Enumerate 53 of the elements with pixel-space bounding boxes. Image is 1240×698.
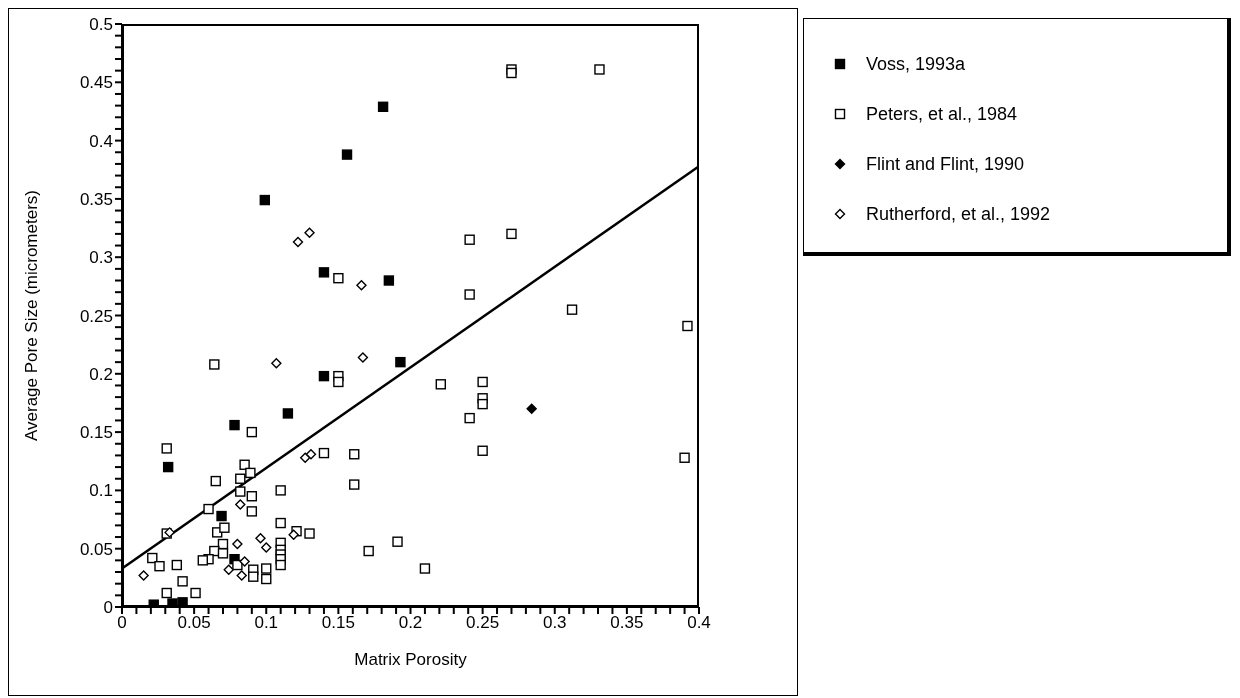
point <box>292 236 304 248</box>
y-tick-label: 0.4 <box>89 131 113 151</box>
x-tick-label: 0.25 <box>466 613 500 633</box>
point <box>229 419 240 431</box>
point <box>271 358 282 369</box>
y-tick-label: 0.05 <box>79 539 113 559</box>
y-tick-label: 0.25 <box>79 306 113 326</box>
x-tick-label: 0.15 <box>321 613 355 633</box>
point <box>305 449 317 460</box>
point <box>162 461 174 473</box>
point <box>300 452 311 463</box>
y-tick-label: 0.2 <box>89 364 113 384</box>
point <box>357 352 369 363</box>
x-tick-label: 0.05 <box>177 613 211 633</box>
y-tick-label: 0 <box>103 598 113 618</box>
point <box>383 275 395 286</box>
point <box>526 403 537 414</box>
point <box>304 227 315 238</box>
point <box>282 408 294 419</box>
point <box>255 533 266 544</box>
point <box>259 194 271 206</box>
x-tick-label: 0.3 <box>542 613 567 633</box>
point <box>395 356 406 368</box>
x-axis-title: Matrix Porosity <box>354 650 468 669</box>
legend-label: Rutherford, et al., 1992 <box>866 203 1051 225</box>
point <box>216 510 227 522</box>
x-tick-label: 0.4 <box>687 613 711 633</box>
point <box>356 279 367 291</box>
point <box>341 149 353 160</box>
legend-label: Peters, et al., 1984 <box>866 103 1018 125</box>
point <box>377 101 389 112</box>
y-tick-label: 0.3 <box>89 248 113 268</box>
y-axis-title: Average Pore Size (micrometers) <box>22 190 42 441</box>
y-tick-label: 0.1 <box>89 481 113 501</box>
x-tick-label: 0.1 <box>254 613 279 633</box>
point <box>236 570 247 581</box>
legend-label: Voss, 1993a <box>866 53 966 75</box>
legend-label: Flint and Flint, 1990 <box>866 153 1025 175</box>
point <box>318 267 330 278</box>
point <box>232 538 243 550</box>
x-tick-label: 0.2 <box>398 613 423 633</box>
y-tick-label: 0.45 <box>79 73 113 93</box>
y-tick-label: 0.15 <box>79 423 113 443</box>
x-tick-label: 0 <box>117 613 127 633</box>
point <box>318 370 330 382</box>
point <box>223 564 234 575</box>
point <box>239 556 250 567</box>
y-tick-label: 0.35 <box>79 189 113 209</box>
point <box>138 570 149 581</box>
point <box>235 499 246 510</box>
point <box>261 542 272 553</box>
y-tick-label: 0.5 <box>89 15 113 35</box>
x-tick-label: 0.35 <box>610 613 644 633</box>
